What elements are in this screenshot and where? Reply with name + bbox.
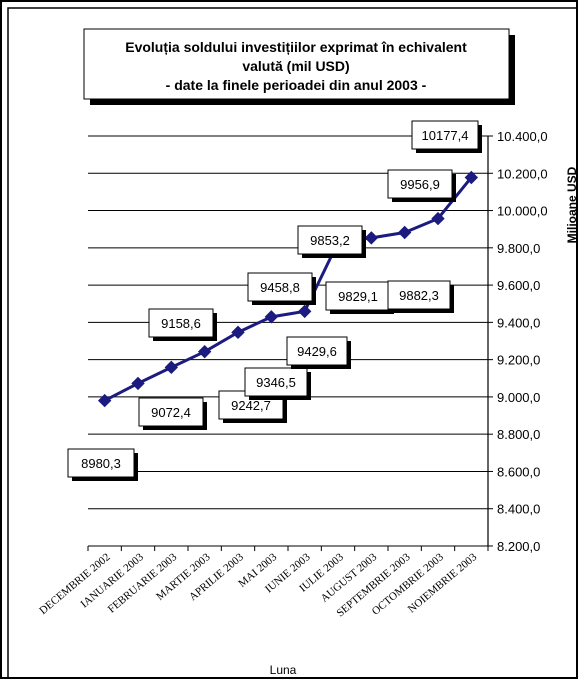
y-tick-label: 10.200,0 <box>497 166 548 181</box>
data-label: 9346,5 <box>256 375 296 390</box>
data-point <box>97 393 112 408</box>
data-label-box <box>325 281 391 311</box>
data-label: 9072,4 <box>151 405 191 420</box>
data-point <box>164 360 179 375</box>
data-label-box <box>297 225 363 255</box>
data-point <box>131 376 145 391</box>
data-label: 9829,1 <box>338 289 378 304</box>
data-label: 9882,3 <box>399 288 439 303</box>
y-tick-label: 9.000,0 <box>497 390 540 405</box>
data-label: 8980,3 <box>81 456 121 471</box>
data-label-box <box>411 120 479 150</box>
data-point <box>264 310 279 324</box>
data-label: 9242,7 <box>231 398 271 413</box>
data-label: 10177,4 <box>422 128 469 143</box>
y-axis-title: Milioane USD <box>565 166 578 243</box>
y-tick-label: 8.400,0 <box>497 502 540 517</box>
y-tick-label: 9.200,0 <box>497 353 540 368</box>
title-line-2: valută (mil USD) <box>242 58 349 74</box>
data-label-box <box>67 448 135 478</box>
y-tick-label: 9.600,0 <box>497 278 540 293</box>
y-tick-label: 8.600,0 <box>497 464 540 479</box>
data-label: 9853,2 <box>310 233 350 248</box>
y-tick-label: 8.200,0 <box>497 539 540 554</box>
data-label: 9458,8 <box>260 280 300 295</box>
x-axis-title: Luna <box>270 663 297 677</box>
data-label-box <box>247 272 313 302</box>
data-label: 9429,6 <box>297 344 337 359</box>
data-point <box>197 344 212 359</box>
data-point <box>397 225 412 240</box>
y-tick-label: 9.800,0 <box>497 241 540 256</box>
data-label-box <box>244 367 308 397</box>
data-label-box <box>148 308 214 338</box>
data-label-box <box>286 336 348 366</box>
title-line-3: - date la finele perioadei din anul 2003… <box>166 77 427 93</box>
data-point <box>464 170 479 185</box>
data-point <box>431 211 445 226</box>
data-point <box>297 304 312 319</box>
data-label-box <box>138 397 204 427</box>
data-label: 9158,6 <box>161 316 201 331</box>
y-tick-label: 9.400,0 <box>497 315 540 330</box>
data-label-box <box>387 169 453 199</box>
y-tick-label: 10.000,0 <box>497 204 548 219</box>
data-point <box>364 231 379 245</box>
title-line-1: Evoluția soldului investițiilor exprimat… <box>125 39 467 55</box>
y-tick-label: 8.800,0 <box>497 427 540 442</box>
inner-border <box>7 7 578 679</box>
y-tick-label: 10.400,0 <box>497 129 548 144</box>
data-label: 9956,9 <box>400 177 440 192</box>
data-label-box <box>387 280 451 310</box>
data-point <box>231 325 245 340</box>
series-line <box>103 176 473 402</box>
title-box <box>83 28 510 100</box>
